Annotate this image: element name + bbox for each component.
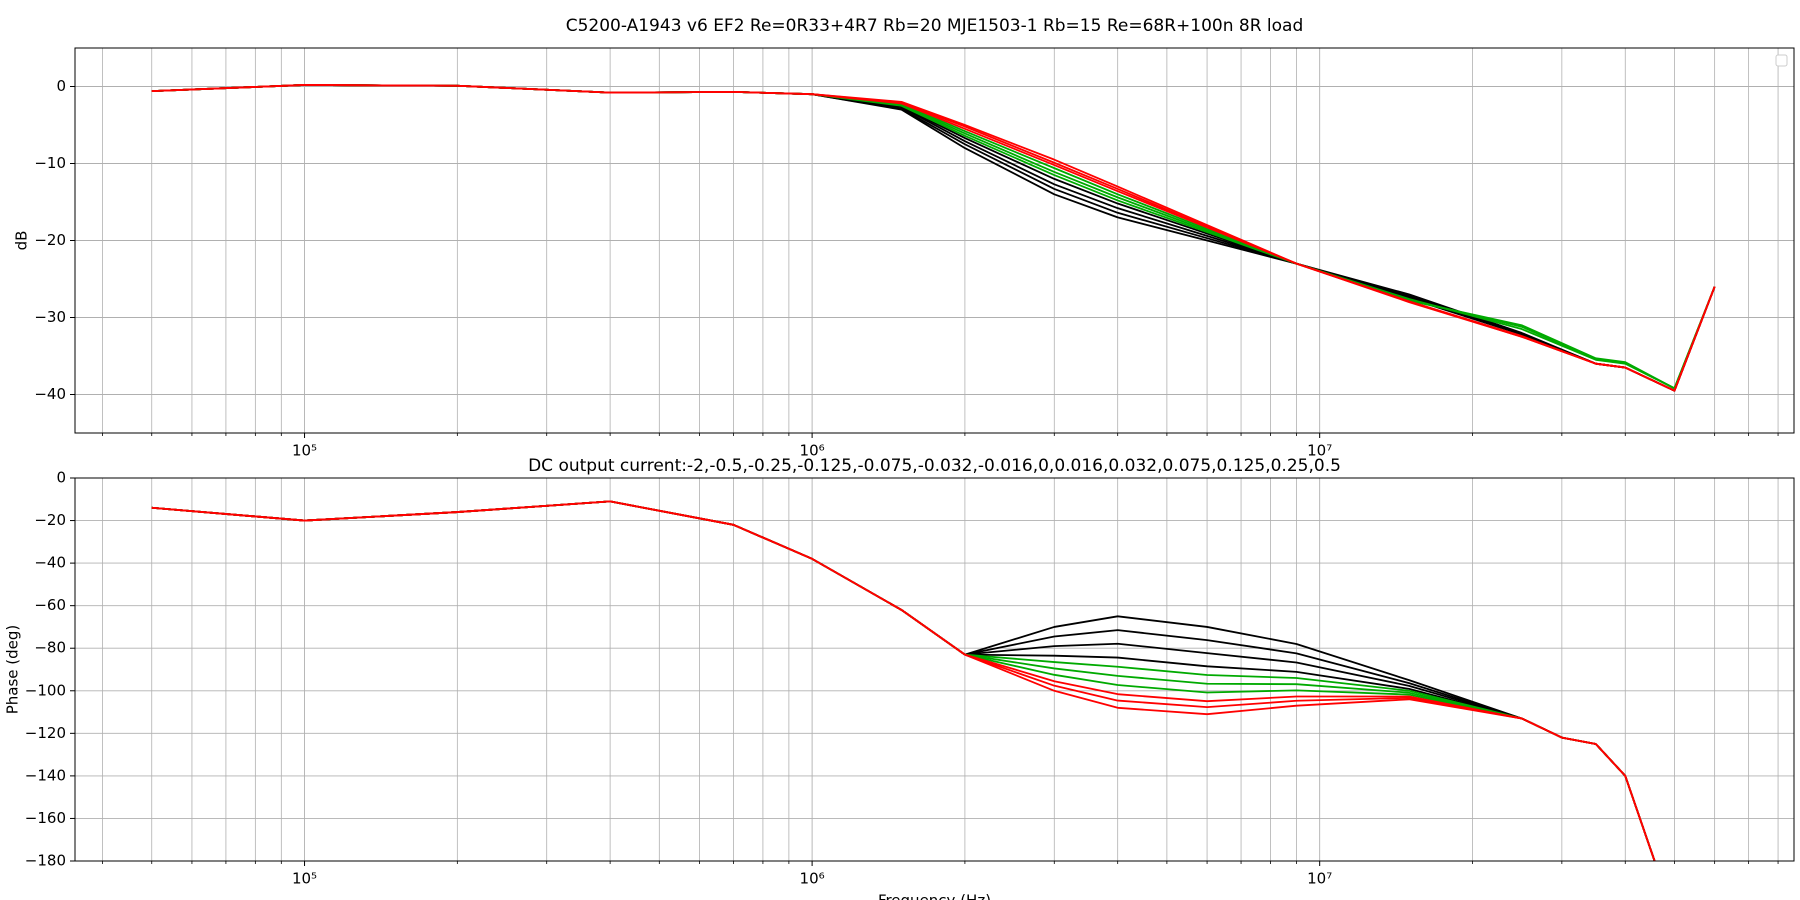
y-tick-label: −160: [25, 809, 66, 827]
chart-title: C5200-A1943 v6 EF2 Re=0R33+4R7 Rb=20 MJE…: [566, 16, 1304, 36]
axes-frame: [74, 477, 1795, 862]
y-tick-label: −140: [25, 766, 66, 784]
y-tick-label: −180: [25, 852, 66, 870]
y-tick-label: −20: [34, 511, 66, 529]
series-line: [151, 84, 1716, 392]
y-tick-label: −40: [34, 385, 66, 403]
y-tick-label: −80: [34, 639, 66, 657]
y-tick-label: −40: [34, 554, 66, 572]
y-tick-label: −30: [34, 308, 66, 326]
y-tick-label: 0: [56, 469, 66, 487]
series-line: [151, 500, 1656, 861]
x-axis-label: Frequency (Hz): [878, 892, 991, 900]
plot-lines: [151, 84, 1716, 392]
y-tick-label: −10: [34, 154, 66, 172]
y-tick-label: −100: [25, 681, 66, 699]
plot-lines: [151, 500, 1656, 861]
y-axis-label: dB: [13, 231, 31, 251]
x-tick-label: 10⁵: [292, 442, 317, 460]
y-tick-label: 0: [56, 77, 66, 95]
x-tick-label: 10⁵: [292, 870, 317, 888]
axes-frame: [74, 47, 1795, 434]
y-tick-label: −120: [25, 724, 66, 742]
y-axis-label: Phase (deg): [4, 625, 22, 715]
x-tick-label: 10⁶: [800, 870, 825, 888]
y-tick-label: −60: [34, 596, 66, 614]
y-tick-label: −20: [34, 231, 66, 249]
x-tick-label: 10⁷: [1307, 870, 1332, 888]
legend-box: [1775, 54, 1788, 67]
x-tick-label: 10⁶: [800, 442, 825, 460]
chart-title: DC output current:-2,-0.5,-0.25,-0.125,-…: [528, 456, 1341, 476]
x-tick-label: 10⁷: [1307, 442, 1332, 460]
